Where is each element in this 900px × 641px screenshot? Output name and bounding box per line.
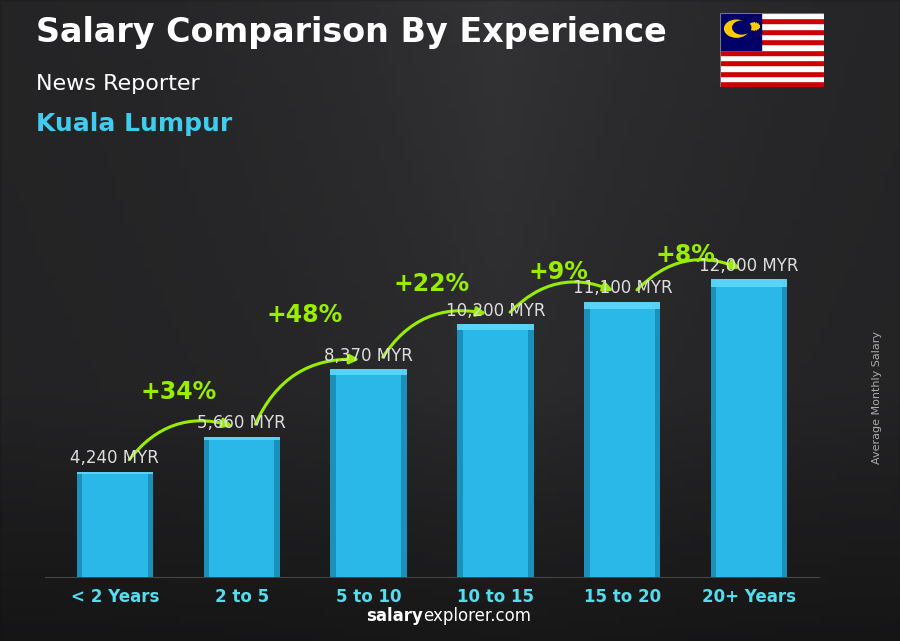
Bar: [720, 29, 824, 34]
Bar: [457, 324, 463, 577]
Polygon shape: [749, 22, 760, 31]
Bar: [76, 472, 82, 577]
Bar: [330, 369, 336, 577]
Bar: [711, 279, 716, 577]
Bar: [336, 369, 401, 577]
Bar: [401, 369, 407, 577]
Text: +8%: +8%: [656, 243, 716, 267]
Bar: [330, 369, 407, 374]
Bar: [457, 324, 534, 330]
FancyArrowPatch shape: [256, 355, 356, 424]
Bar: [720, 13, 824, 18]
Text: +22%: +22%: [394, 272, 470, 296]
Bar: [528, 324, 534, 577]
Bar: [720, 71, 824, 76]
Bar: [720, 76, 824, 81]
Bar: [209, 437, 274, 577]
FancyArrowPatch shape: [130, 419, 230, 460]
Bar: [720, 18, 824, 23]
Bar: [655, 302, 661, 577]
Bar: [590, 302, 655, 577]
Bar: [720, 60, 824, 65]
Text: salary: salary: [366, 607, 423, 625]
Bar: [148, 472, 153, 577]
Bar: [203, 437, 209, 577]
Circle shape: [733, 21, 751, 34]
Text: +9%: +9%: [529, 260, 589, 284]
Text: 4,240 MYR: 4,240 MYR: [70, 449, 159, 467]
Text: +34%: +34%: [140, 380, 216, 404]
Text: explorer.com: explorer.com: [423, 607, 531, 625]
Text: Salary Comparison By Experience: Salary Comparison By Experience: [36, 16, 667, 49]
Text: 10,200 MYR: 10,200 MYR: [446, 302, 545, 320]
Bar: [584, 302, 661, 309]
Bar: [720, 39, 824, 44]
Bar: [720, 81, 824, 87]
Bar: [716, 279, 782, 577]
Bar: [720, 34, 824, 39]
Bar: [584, 302, 590, 577]
Text: +48%: +48%: [267, 303, 343, 327]
Text: 11,100 MYR: 11,100 MYR: [572, 279, 672, 297]
Text: 8,370 MYR: 8,370 MYR: [324, 347, 413, 365]
FancyArrowPatch shape: [637, 260, 737, 290]
Bar: [76, 472, 153, 474]
Bar: [720, 13, 761, 50]
Bar: [203, 437, 280, 440]
Bar: [782, 279, 788, 577]
Bar: [720, 44, 824, 50]
Bar: [82, 472, 148, 577]
Bar: [720, 50, 824, 55]
Text: Average Monthly Salary: Average Monthly Salary: [872, 331, 883, 464]
Bar: [711, 279, 788, 287]
Circle shape: [724, 20, 749, 37]
Text: 5,660 MYR: 5,660 MYR: [197, 414, 286, 432]
Text: 12,000 MYR: 12,000 MYR: [699, 257, 799, 275]
Bar: [274, 437, 280, 577]
Bar: [720, 65, 824, 71]
Bar: [720, 55, 824, 60]
FancyArrowPatch shape: [510, 282, 610, 312]
Bar: [720, 23, 824, 29]
Text: Kuala Lumpur: Kuala Lumpur: [36, 112, 232, 136]
FancyArrowPatch shape: [382, 308, 483, 357]
Text: News Reporter: News Reporter: [36, 74, 200, 94]
Bar: [463, 324, 528, 577]
